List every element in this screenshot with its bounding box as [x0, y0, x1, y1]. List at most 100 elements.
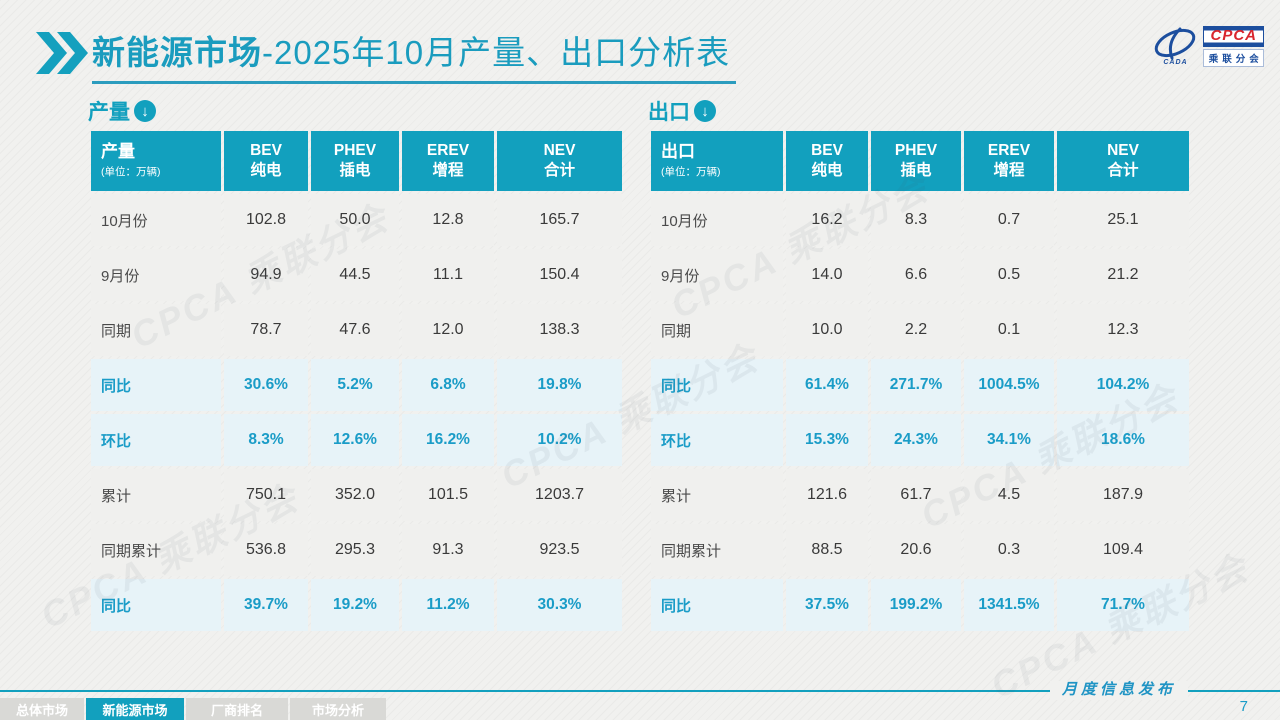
table-row-percent: 同比 61.4% 271.7% 1004.5% 104.2%	[651, 359, 1189, 411]
cell: 30.6%	[224, 359, 308, 411]
cell: 101.5	[402, 469, 494, 521]
row-label: 同期累计	[651, 524, 783, 576]
export-table: 出口 (单位：万辆) BEV 纯电 PHEV 插电 EREV 增程 NEV 合计 10月…	[648, 128, 1192, 634]
row-label: 累计	[651, 469, 783, 521]
header-cell-erev: EREV 增程	[402, 131, 494, 191]
table-row: 同期累计 536.8 295.3 91.3 923.5	[91, 524, 622, 576]
row-label: 环比	[91, 414, 221, 466]
cell: 1004.5%	[964, 359, 1054, 411]
cell: 109.4	[1057, 524, 1189, 576]
header-cell-erev: EREV 增程	[964, 131, 1054, 191]
cell: 165.7	[497, 194, 622, 246]
table-header-row: 出口 (单位：万辆) BEV 纯电 PHEV 插电 EREV 增程 NEV 合计	[651, 131, 1189, 191]
cell: 61.4%	[786, 359, 868, 411]
cell: 0.5	[964, 249, 1054, 301]
cell: 12.0	[402, 304, 494, 356]
cell: 0.1	[964, 304, 1054, 356]
header-cell-nev: NEV 合计	[497, 131, 622, 191]
table-title: 出口	[661, 142, 695, 162]
row-label: 同期累计	[91, 524, 221, 576]
cell: 47.6	[311, 304, 399, 356]
cell: 11.1	[402, 249, 494, 301]
cell: 750.1	[224, 469, 308, 521]
arrow-down-circle-icon: ↓	[134, 100, 156, 122]
header-cell-title: 出口 (单位：万辆)	[651, 131, 783, 191]
cell: 102.8	[224, 194, 308, 246]
table-row-percent: 同比 30.6% 5.2% 6.8% 19.8%	[91, 359, 622, 411]
table-row-percent: 环比 8.3% 12.6% 16.2% 10.2%	[91, 414, 622, 466]
cell: 12.6%	[311, 414, 399, 466]
cell: 8.3	[871, 194, 961, 246]
row-label: 累计	[91, 469, 221, 521]
cell: 2.2	[871, 304, 961, 356]
table-row: 9月份 14.0 6.6 0.5 21.2	[651, 249, 1189, 301]
table-row: 10月份 16.2 8.3 0.7 25.1	[651, 194, 1189, 246]
chevron-icon	[36, 32, 88, 74]
section-label-export-text: 出口	[648, 101, 690, 124]
tab-manufacturer-ranking[interactable]: 厂商排名	[186, 698, 288, 720]
row-label: 9月份	[651, 249, 783, 301]
cell: 121.6	[786, 469, 868, 521]
table-row: 同期 78.7 47.6 12.0 138.3	[91, 304, 622, 356]
cell: 50.0	[311, 194, 399, 246]
cell: 88.5	[786, 524, 868, 576]
bottom-nav-tabs: 总体市场 新能源市场 厂商排名 市场分析	[0, 698, 386, 720]
cell: 8.3%	[224, 414, 308, 466]
cell: 199.2%	[871, 579, 961, 631]
row-label: 同比	[651, 359, 783, 411]
cell: 295.3	[311, 524, 399, 576]
cell: 0.7	[964, 194, 1054, 246]
cell: 12.3	[1057, 304, 1189, 356]
page-title-rest: -2025年10月产量、出口分析表	[262, 34, 731, 71]
cell: 12.8	[402, 194, 494, 246]
table-row: 10月份 102.8 50.0 12.8 165.7	[91, 194, 622, 246]
row-label: 9月份	[91, 249, 221, 301]
page-title: 新能源市场-2025年10月产量、出口分析表	[92, 26, 737, 84]
export-table-panel: 出口 (单位：万辆) BEV 纯电 PHEV 插电 EREV 增程 NEV 合计 10月…	[648, 128, 1256, 706]
tab-overall-market[interactable]: 总体市场	[0, 698, 84, 720]
cell: 0.3	[964, 524, 1054, 576]
tab-market-analysis[interactable]: 市场分析	[290, 698, 386, 720]
cell: 25.1	[1057, 194, 1189, 246]
row-label: 同期	[651, 304, 783, 356]
cell: 16.2%	[402, 414, 494, 466]
cell: 24.3%	[871, 414, 961, 466]
table-unit: (单位：万辆)	[101, 165, 161, 178]
cell: 37.5%	[786, 579, 868, 631]
tab-nev-market[interactable]: 新能源市场	[86, 698, 184, 720]
production-table: 产量 (单位：万辆) BEV 纯电 PHEV 插电 EREV 增程 NEV 合计 10月…	[88, 128, 625, 634]
header-cell-phev: PHEV 插电	[311, 131, 399, 191]
cell: 19.8%	[497, 359, 622, 411]
cell: 30.3%	[497, 579, 622, 631]
cpca-label: CPCA	[1203, 26, 1264, 47]
cell: 1341.5%	[964, 579, 1054, 631]
cell: 91.3	[402, 524, 494, 576]
header-cell-bev: BEV 纯电	[224, 131, 308, 191]
cell: 536.8	[224, 524, 308, 576]
row-label: 10月份	[651, 194, 783, 246]
row-label: 10月份	[91, 194, 221, 246]
section-label-production: 产量 ↓	[88, 96, 156, 126]
table-unit: (单位：万辆)	[661, 165, 721, 178]
row-label: 环比	[651, 414, 783, 466]
table-header-row: 产量 (单位：万辆) BEV 纯电 PHEV 插电 EREV 增程 NEV 合计	[91, 131, 622, 191]
cell: 39.7%	[224, 579, 308, 631]
header-cell-nev: NEV 合计	[1057, 131, 1189, 191]
table-row-percent: 环比 15.3% 24.3% 34.1% 18.6%	[651, 414, 1189, 466]
section-label-production-text: 产量	[88, 101, 130, 124]
cpca-subtitle: 乘联分会	[1203, 48, 1264, 67]
cell: 61.7	[871, 469, 961, 521]
cell: 16.2	[786, 194, 868, 246]
cell: 271.7%	[871, 359, 961, 411]
row-label: 同比	[91, 359, 221, 411]
cpca-logo-text: CPCA 乘联分会	[1203, 26, 1264, 67]
cell: 187.9	[1057, 469, 1189, 521]
cpca-swoosh-icon: CADA	[1152, 27, 1198, 66]
row-label: 同比	[651, 579, 783, 631]
header-cell-bev: BEV 纯电	[786, 131, 868, 191]
table-row: 累计 750.1 352.0 101.5 1203.7	[91, 469, 622, 521]
cell: 5.2%	[311, 359, 399, 411]
table-row: 9月份 94.9 44.5 11.1 150.4	[91, 249, 622, 301]
footer-stamp: 月度信息发布	[1049, 681, 1188, 700]
